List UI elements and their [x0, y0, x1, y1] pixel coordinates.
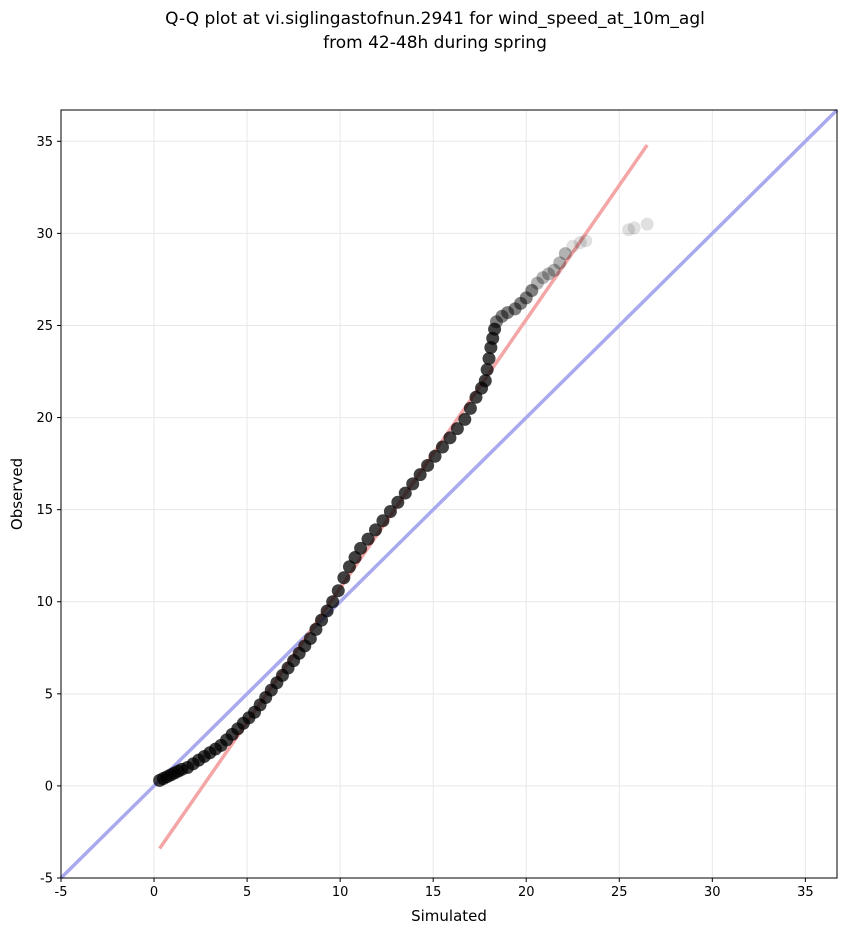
- quantile-point: [391, 495, 405, 509]
- quantile-point: [398, 486, 412, 500]
- quantile-point: [536, 271, 550, 285]
- quantile-point: [530, 276, 544, 290]
- y-axis-label: Observed: [8, 458, 26, 530]
- quantile-points-layer: [153, 217, 654, 787]
- y-tick-label: 35: [36, 135, 53, 150]
- y-tick-label: 20: [36, 411, 53, 426]
- quantile-point: [627, 221, 641, 235]
- plot-frame: [60, 109, 838, 879]
- quantile-point: [326, 595, 340, 609]
- quantile-point: [421, 458, 435, 472]
- quantile-point: [542, 267, 556, 281]
- x-tick-label: -5: [55, 885, 68, 900]
- quantile-point: [566, 239, 580, 253]
- quantile-point: [331, 584, 345, 598]
- quantile-point: [428, 449, 442, 463]
- quantile-point: [337, 571, 351, 585]
- x-tick-label: 20: [518, 885, 535, 900]
- y-tick-label: -5: [40, 872, 53, 887]
- quantile-point: [558, 247, 572, 261]
- quantile-point: [478, 374, 492, 388]
- quantile-point: [553, 256, 567, 270]
- identity-line-layer: [59, 108, 839, 880]
- y-tick-label: 30: [36, 227, 53, 242]
- quantile-point: [361, 532, 375, 546]
- x-axis-label: Simulated: [411, 907, 487, 925]
- quantile-point: [573, 236, 587, 250]
- x-tick-label: 15: [425, 885, 442, 900]
- quantile-point: [579, 234, 593, 248]
- x-tick-label: 10: [332, 885, 349, 900]
- quantile-point: [482, 352, 496, 366]
- identity-line: [59, 108, 839, 880]
- quantile-point: [383, 504, 397, 518]
- y-axis-ticks: -5 0 5 10 15 20 25 30 35: [36, 135, 61, 887]
- x-tick-label: 0: [150, 885, 158, 900]
- chart-title-line-1: Q-Q plot at vi.siglingastofnun.2941 for …: [165, 9, 705, 29]
- quantile-point: [354, 541, 368, 555]
- quantile-point: [406, 477, 420, 491]
- chart-title-line-2: from 42-48h during spring: [323, 33, 547, 53]
- quantile-point: [443, 431, 457, 445]
- quantile-point: [547, 263, 561, 277]
- quantile-point: [480, 363, 494, 377]
- quantile-point: [376, 514, 390, 528]
- x-tick-label: 5: [243, 885, 251, 900]
- quantile-point: [463, 401, 477, 415]
- quantile-point: [435, 440, 449, 454]
- x-tick-label: 30: [704, 885, 721, 900]
- quantile-point: [413, 468, 427, 482]
- x-tick-label: 35: [797, 885, 814, 900]
- y-tick-label: 0: [45, 779, 53, 794]
- y-tick-label: 25: [36, 319, 53, 334]
- quantile-point: [640, 217, 654, 231]
- quantile-point: [525, 283, 539, 297]
- quantile-point: [458, 412, 472, 426]
- y-tick-label: 15: [36, 503, 53, 518]
- grid: [60, 110, 837, 879]
- x-axis-ticks: -5 0 5 10 15 20 25 30 35: [55, 878, 814, 900]
- y-tick-label: 5: [45, 687, 53, 702]
- quantile-point: [368, 523, 382, 537]
- quantile-point: [622, 223, 636, 237]
- x-tick-label: 25: [611, 885, 628, 900]
- quantile-point: [450, 422, 464, 436]
- y-tick-label: 10: [36, 595, 53, 610]
